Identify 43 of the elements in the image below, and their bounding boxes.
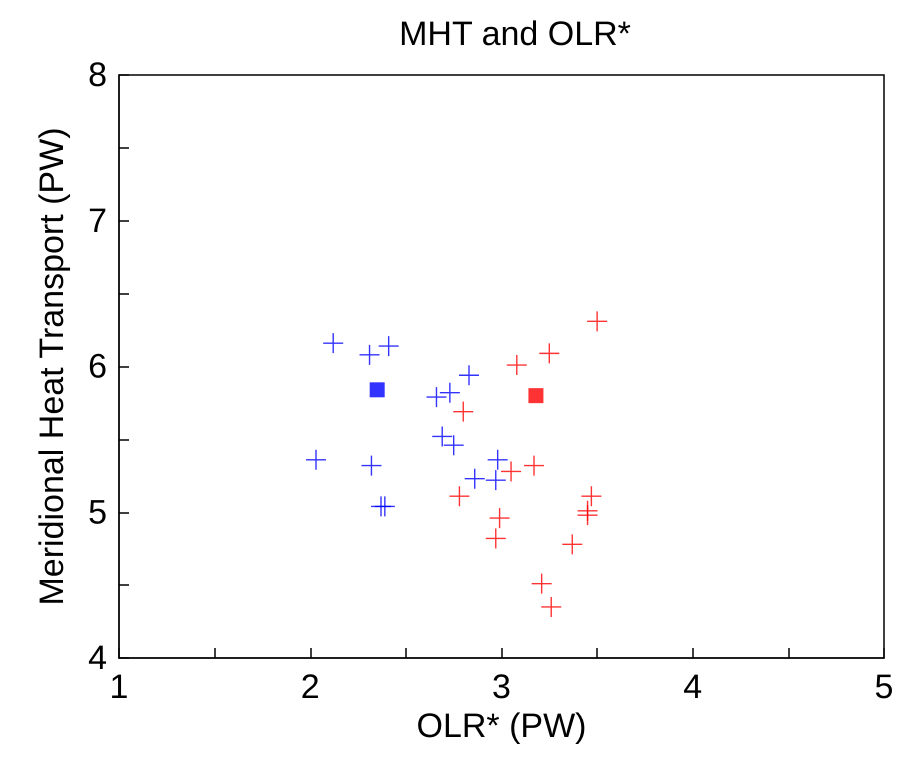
point xyxy=(323,333,344,354)
point xyxy=(524,456,544,476)
point xyxy=(426,387,446,408)
point xyxy=(578,505,598,526)
point xyxy=(587,311,608,332)
point xyxy=(486,470,506,490)
point xyxy=(378,336,399,356)
point xyxy=(458,365,479,386)
x-tick-label: 1 xyxy=(110,668,128,706)
y-tick-label: 7 xyxy=(88,202,107,240)
point xyxy=(306,450,326,470)
point xyxy=(374,496,395,516)
point xyxy=(506,355,527,376)
x-tick-label: 5 xyxy=(874,668,894,706)
y-tick-label: 8 xyxy=(88,56,107,94)
y-tick-label: 6 xyxy=(88,348,107,386)
point xyxy=(528,388,544,404)
x-tick-label: 3 xyxy=(492,668,511,706)
point xyxy=(501,461,522,482)
point xyxy=(432,426,452,446)
point xyxy=(453,402,474,422)
chart-title: MHT and OLR* xyxy=(399,15,631,53)
y-axis-title: Meridional Heat Transport (PW) xyxy=(33,127,71,606)
x-axis-title: OLR* (PW) xyxy=(416,706,586,745)
point xyxy=(490,508,510,528)
point xyxy=(581,486,602,506)
point xyxy=(360,344,380,365)
point xyxy=(464,468,485,489)
x-tick-label: 4 xyxy=(683,668,702,706)
point xyxy=(444,435,464,456)
point xyxy=(541,596,562,617)
y-tick-label: 4 xyxy=(88,639,107,677)
point xyxy=(488,450,508,470)
point xyxy=(440,382,460,403)
x-tick-label: 2 xyxy=(300,668,320,706)
y-tick-label: 5 xyxy=(88,493,107,532)
point xyxy=(486,528,506,548)
point xyxy=(361,456,382,476)
point xyxy=(532,574,552,594)
point xyxy=(449,486,470,506)
point xyxy=(539,343,560,364)
point xyxy=(562,534,582,554)
point xyxy=(370,382,385,398)
